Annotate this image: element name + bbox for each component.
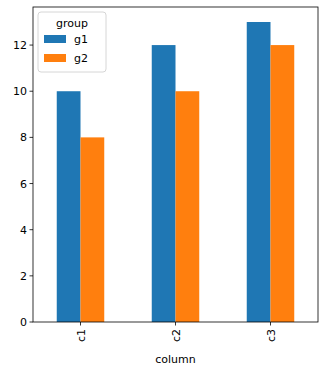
y-tick-label: 10 [13,85,27,98]
bar [176,91,200,322]
y-tick [30,322,34,323]
y-tick-label: 2 [20,270,27,283]
bar [57,91,81,322]
x-tick-label: c3 [265,329,278,342]
legend-label: g1 [74,33,88,46]
frame [33,7,318,322]
bar [271,45,295,322]
y-tick [30,137,34,138]
y-tick [30,229,34,230]
bar [247,22,271,322]
x-tick [270,322,271,326]
bar [81,137,105,322]
x-tick-label: c2 [170,329,183,342]
y-tick-label: 6 [20,178,27,191]
x-tick-label: c1 [75,329,88,342]
legend-title: group [56,17,88,30]
chart: 0 2 4 6 8 10 12 c1 c2 c3 column group g1 g2 [0,0,324,369]
y-tick [30,183,34,184]
legend-swatch [44,54,66,62]
y-tick-label: 0 [20,316,27,329]
x-tick [80,322,81,326]
y-tick [30,275,34,276]
y-tick [30,91,34,92]
y-tick-label: 12 [13,39,27,52]
legend-label: g2 [74,52,88,65]
bar [152,45,176,322]
y-tick-label: 8 [20,131,27,144]
x-axis-label: column [155,353,196,366]
x-tick [175,322,176,326]
y-tick [30,45,34,46]
legend-swatch [44,35,66,43]
legend-box [38,12,106,72]
y-tick-label: 4 [20,224,27,237]
